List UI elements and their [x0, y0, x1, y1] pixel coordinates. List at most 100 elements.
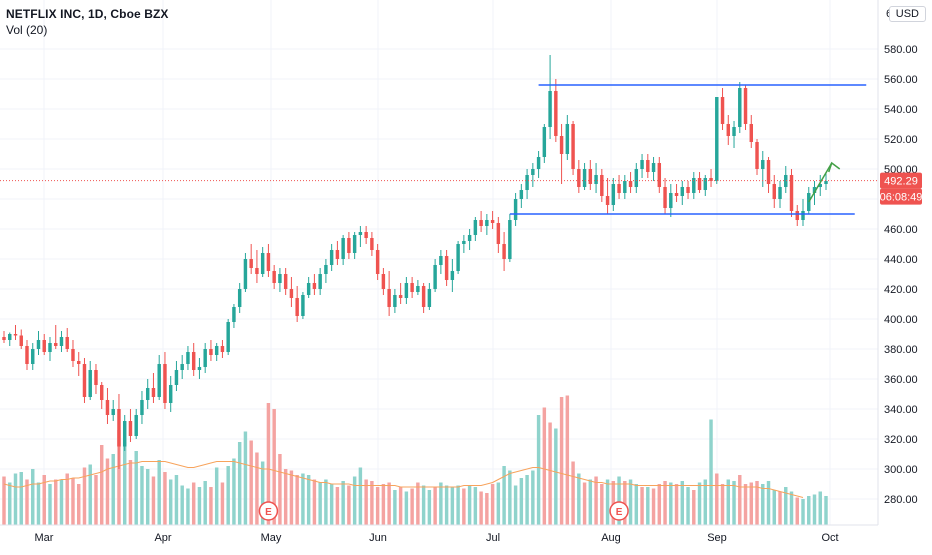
- candle-body: [301, 295, 305, 316]
- candle-body: [77, 361, 81, 364]
- candle-body: [427, 289, 432, 307]
- volume-bar: [278, 454, 282, 525]
- candle-body: [324, 265, 328, 274]
- volume-bar: [674, 484, 679, 525]
- candle-body: [117, 409, 121, 447]
- candle-body: [122, 421, 127, 447]
- candle-body: [582, 169, 587, 187]
- earnings-marker-icon[interactable]: [609, 501, 629, 521]
- volume-bar: [301, 473, 305, 525]
- volume-bar: [387, 482, 391, 525]
- candle-body: [508, 220, 512, 259]
- candle-body: [105, 400, 110, 415]
- volume-bar: [421, 485, 426, 525]
- volume-bar: [13, 473, 18, 525]
- earnings-marker-icon[interactable]: [258, 501, 279, 521]
- volume-bar: [559, 397, 564, 525]
- volume-bar: [31, 469, 35, 525]
- volume-bar: [640, 487, 644, 525]
- volume-bar: [122, 442, 127, 525]
- candle-body: [2, 337, 6, 340]
- candle-body: [824, 181, 828, 184]
- candle-body: [209, 349, 213, 355]
- candle-body: [479, 220, 483, 226]
- candle-body: [818, 184, 822, 187]
- volume-bar: [623, 481, 627, 525]
- candle-body: [462, 241, 466, 244]
- volume-bar: [289, 470, 294, 525]
- candle-body: [600, 175, 604, 196]
- x-tick-label: Sep: [707, 532, 727, 544]
- volume-bar: [720, 484, 725, 525]
- candle-body: [99, 385, 104, 400]
- volume-bar: [174, 475, 179, 525]
- candle-body: [398, 295, 403, 298]
- candle-body: [214, 346, 219, 355]
- volume-bar: [692, 490, 696, 525]
- volume-bar: [88, 464, 92, 525]
- arrow-shaft: [808, 162, 833, 203]
- volume-bar: [577, 473, 581, 525]
- candle-body: [755, 142, 759, 169]
- volume-bar: [203, 481, 207, 525]
- volume-bar: [59, 479, 64, 525]
- candle-body: [588, 169, 593, 184]
- volume-bar: [715, 473, 719, 525]
- volume-bar: [410, 488, 414, 525]
- volume-bar: [605, 479, 610, 525]
- volume-bar: [416, 482, 420, 525]
- candle-body: [743, 88, 748, 124]
- candle-body: [134, 415, 138, 436]
- volume-bar: [651, 488, 656, 525]
- volume-bar: [163, 472, 167, 525]
- xaxis-layer[interactable]: Mar Apr May Jun Jul Aug Sep Oct: [0, 524, 878, 544]
- volume-bar: [812, 494, 817, 525]
- candle-body: [571, 124, 575, 169]
- candle-body: [467, 235, 472, 241]
- candle-body: [789, 175, 794, 211]
- candle-body: [605, 196, 610, 205]
- candle-body: [31, 349, 35, 364]
- volume-bar: [634, 484, 639, 525]
- volume-bar: [761, 484, 765, 525]
- candle-body: [416, 286, 420, 292]
- drawing-layer[interactable]: [509, 84, 867, 215]
- yaxis-layer[interactable]: 280.00 300.00 320.00 340.00 360.00 380.00 400.…: [877, 0, 918, 525]
- volume-bar: [2, 476, 6, 525]
- candle-body: [634, 169, 639, 187]
- x-tick-label: Oct: [821, 532, 838, 544]
- currency-button[interactable]: USD: [888, 6, 926, 22]
- volume-bar: [433, 487, 437, 525]
- volume-bar: [784, 487, 788, 525]
- y-tick-label: 340.00: [884, 404, 918, 416]
- candle-body: [473, 220, 478, 235]
- volume-bar: [36, 482, 41, 525]
- volume-indicator-label[interactable]: Vol (20): [6, 23, 48, 37]
- candle-body: [329, 250, 334, 265]
- x-tick-label: Jul: [486, 532, 500, 544]
- candle-body: [191, 352, 196, 370]
- candle-body: [577, 169, 581, 187]
- volume-bar: [94, 475, 98, 525]
- volume-bar: [513, 485, 518, 525]
- candle-body: [237, 289, 242, 307]
- volume-bar: [600, 484, 604, 525]
- candle-body: [312, 283, 317, 289]
- volume-bar: [617, 476, 621, 525]
- volume-bar: [341, 481, 345, 525]
- volume-bar: [140, 466, 144, 525]
- volume-bar: [237, 442, 242, 525]
- candle-body: [306, 283, 311, 295]
- volume-bar: [393, 490, 397, 525]
- candle-body: [82, 364, 87, 397]
- symbol-title[interactable]: NETFLIX INC, 1D, Cboe BZX: [6, 7, 169, 21]
- volume-bar: [536, 415, 541, 525]
- volume-bar: [272, 409, 276, 525]
- candle-body: [628, 181, 633, 187]
- arrow-head: [828, 161, 841, 173]
- volume-bar: [818, 491, 822, 525]
- volume-bar: [404, 491, 409, 525]
